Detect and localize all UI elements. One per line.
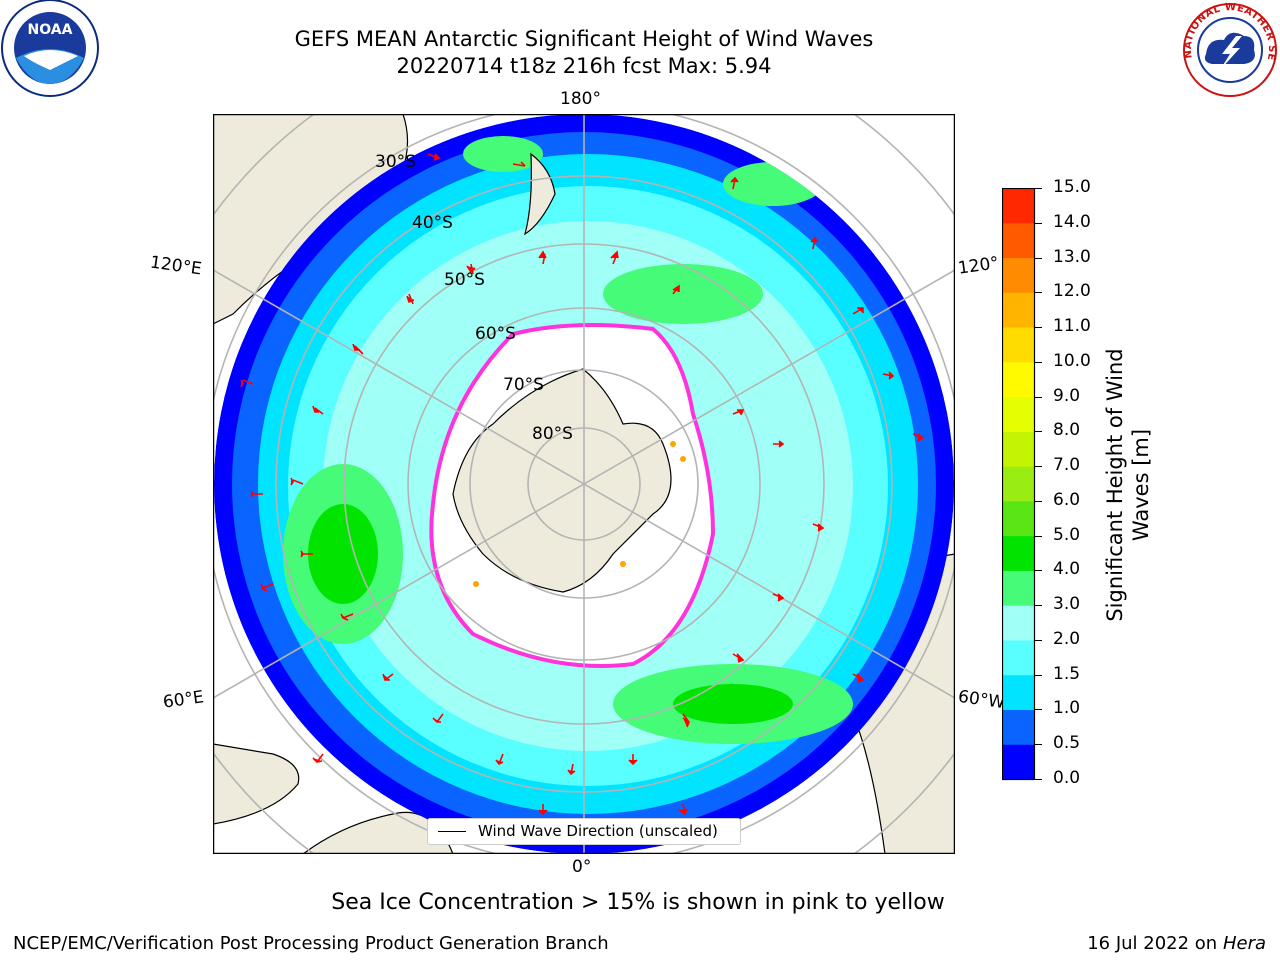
colorbar-tick-mark — [1035, 292, 1042, 294]
colorbar-segment — [1002, 466, 1035, 502]
colorbar-segment — [1002, 709, 1035, 745]
colorbar-title: Significant Height of Wind Waves [m] — [1103, 348, 1153, 622]
colorbar-segment — [1002, 744, 1035, 780]
colorbar-segment — [1002, 605, 1035, 641]
nws-logo: NATIONAL WEATHER SERVICE — [1178, 2, 1277, 97]
colorbar-tick-label: 12.0 — [1053, 281, 1091, 302]
colorbar-tick-mark — [1035, 779, 1042, 780]
colorbar-tick-mark — [1035, 570, 1042, 572]
polar-map — [213, 114, 955, 854]
plot-title: GEFS MEAN Antarctic Significant Height o… — [200, 26, 968, 80]
title-line-2: 20220714 t18z 216h fcst Max: 5.94 — [396, 54, 772, 78]
colorbar-segment — [1002, 500, 1035, 537]
colorbar-tick-mark — [1035, 257, 1042, 259]
colorbar-tick-label: 11.0 — [1053, 316, 1091, 337]
colorbar-segment — [1002, 431, 1035, 467]
colorbar — [1002, 188, 1036, 781]
map-legend: Wind Wave Direction (unscaled) — [427, 818, 741, 845]
lat-label-70s: 70°S — [503, 375, 544, 395]
footer-machine: Hera — [1222, 933, 1266, 954]
colorbar-tick-label: 4.0 — [1053, 559, 1081, 580]
lon-label-120e: 120°E — [148, 252, 203, 280]
noaa-logo-text: NOAA — [28, 22, 73, 38]
colorbar-segment — [1002, 361, 1035, 398]
legend-line — [438, 831, 466, 832]
lon-label-60e: 60°E — [161, 687, 206, 713]
africa-coast — [213, 743, 300, 825]
colorbar-tick-mark — [1035, 744, 1042, 746]
lon-label-120w: 120° — [956, 253, 1001, 279]
colorbar-tick-label: 3.0 — [1053, 594, 1081, 615]
colorbar-segment — [1002, 396, 1035, 432]
colorbar-tick-label: 15.0 — [1053, 177, 1091, 197]
legend-label: Wind Wave Direction (unscaled) — [478, 822, 718, 840]
footer-branch: NCEP/EMC/Verification Post Processing Pr… — [13, 933, 609, 954]
lon-label-60w: 60°W — [956, 686, 1007, 714]
colorbar-tick-label: 1.0 — [1053, 698, 1081, 719]
lat-label-80s: 80°S — [532, 424, 573, 444]
new-zealand — [524, 152, 556, 236]
lat-label-40s: 40°S — [412, 213, 453, 233]
colorbar-tick-mark — [1035, 535, 1042, 537]
colorbar-tick-label: 0.5 — [1053, 733, 1081, 754]
colorbar-segment — [1002, 292, 1035, 328]
colorbar-tick-mark — [1035, 466, 1042, 468]
colorbar-tick-mark — [1035, 674, 1042, 676]
colorbar-segment — [1002, 674, 1035, 710]
colorbar-segment — [1002, 327, 1035, 363]
colorbar-tick-mark — [1035, 361, 1042, 363]
lat-label-60s: 60°S — [475, 324, 516, 344]
colorbar-tick-label: 5.0 — [1053, 524, 1081, 545]
colorbar-tick-label: 9.0 — [1053, 385, 1081, 406]
footer-date-text: 16 Jul 2022 on — [1087, 933, 1218, 954]
colorbar-tick-label: 1.5 — [1053, 663, 1081, 684]
noaa-logo: NOAA — [1, 0, 99, 97]
lon-label-180: 180° — [560, 89, 601, 109]
colorbar-tick-label: 0.0 — [1053, 768, 1081, 788]
colorbar-segment — [1002, 639, 1035, 676]
colorbar-tick-mark — [1035, 605, 1042, 607]
colorbar-tick-mark — [1035, 709, 1042, 711]
colorbar-segment — [1002, 257, 1035, 293]
wave-direction-arrows — [240, 153, 925, 816]
colorbar-tick-mark — [1035, 431, 1042, 433]
colorbar-tick-mark — [1035, 639, 1042, 641]
sea-ice-caption: Sea Ice Concentration > 15% is shown in … — [331, 890, 945, 915]
title-line-1: GEFS MEAN Antarctic Significant Height o… — [294, 27, 874, 51]
colorbar-tick-mark — [1035, 327, 1042, 329]
graticule — [213, 114, 955, 854]
colorbar-tick-label: 8.0 — [1053, 420, 1081, 441]
colorbar-segment — [1002, 188, 1035, 224]
colorbar-tick-label: 6.0 — [1053, 489, 1081, 510]
colorbar-segment — [1002, 570, 1035, 606]
colorbar-tick-label: 13.0 — [1053, 246, 1091, 267]
colorbar-tick-label: 7.0 — [1053, 455, 1081, 476]
colorbar-tick-mark — [1035, 396, 1042, 398]
ice-edge-markers — [473, 441, 686, 587]
colorbar-segment — [1002, 222, 1035, 259]
colorbar-tick-label: 14.0 — [1053, 211, 1091, 232]
colorbar-tick-label: 2.0 — [1053, 628, 1081, 649]
colorbar-segment — [1002, 535, 1035, 571]
lon-label-0: 0° — [572, 857, 592, 877]
lat-label-50s: 50°S — [444, 270, 485, 290]
lat-label-30s: 30°S — [375, 152, 416, 172]
colorbar-tick-label: 10.0 — [1053, 350, 1091, 371]
colorbar-tick-mark — [1035, 222, 1042, 224]
colorbar-tick-mark — [1035, 188, 1042, 189]
antarctica-coast — [452, 368, 672, 593]
colorbar-tick-mark — [1035, 500, 1042, 502]
footer-date: 16 Jul 2022 on Hera — [1087, 933, 1266, 954]
